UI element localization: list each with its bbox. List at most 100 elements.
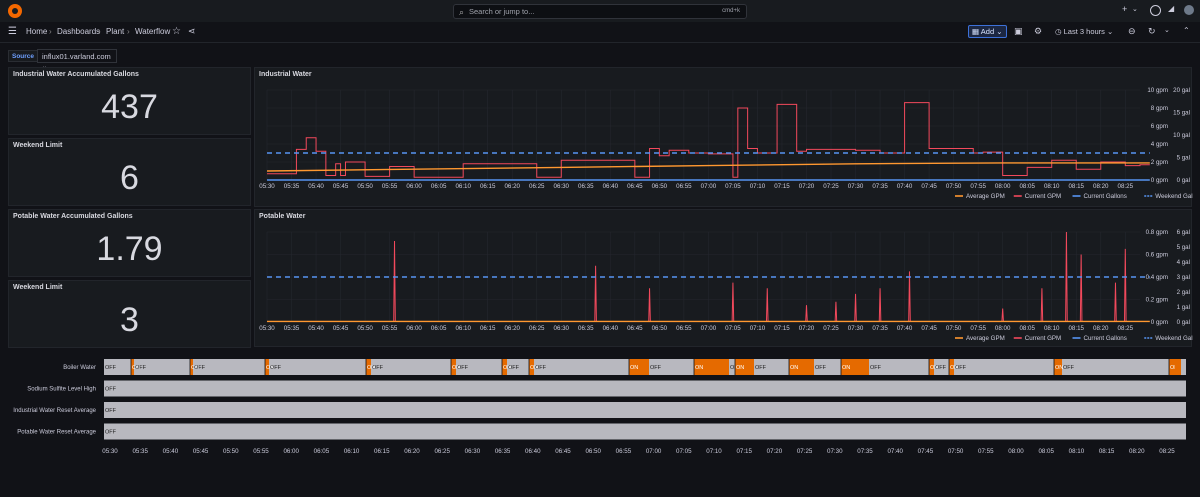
x-tick-label: 05:35 xyxy=(284,325,300,332)
industrial-water-panel[interactable]: Industrial Water 05:30 05:35 05:40 05:45 05:… xyxy=(254,67,1193,207)
x-tick-label: 05:45 xyxy=(333,325,349,332)
breadcrumb-plant[interactable]: Plant xyxy=(106,27,125,36)
save-icon[interactable]: ▣ xyxy=(1014,26,1023,36)
timeline-x-tick-label: 06:30 xyxy=(465,448,481,455)
timeline-x-tick-label: 06:25 xyxy=(434,448,450,455)
timeline-on-segment xyxy=(131,359,134,375)
potable-water-panel[interactable]: Potable Water 05:30 05:35 05:40 05:45 05:50 0… xyxy=(254,209,1193,347)
off-state-label: OFF xyxy=(105,365,117,371)
y-right-tick-label: 5 gal xyxy=(1177,155,1190,162)
x-tick-label: 07:30 xyxy=(848,183,864,190)
refresh-icon[interactable]: ↻ xyxy=(1148,26,1156,36)
legend-label: Average GPM xyxy=(966,335,1005,342)
zoom-out-icon[interactable]: ⊖ xyxy=(1128,26,1136,36)
time-picker[interactable]: ◷ Last 3 hours ⌄ xyxy=(1055,27,1113,36)
y-left-tick-label: 0.2 gpm xyxy=(1146,297,1168,304)
timeline-x-tick-label: 08:10 xyxy=(1069,448,1085,455)
search-shortcut: cmd+k xyxy=(722,8,740,14)
rss-icon[interactable]: ◢ xyxy=(1168,4,1175,13)
star-icon[interactable]: ☆ xyxy=(172,26,181,37)
search-input[interactable]: ⌕ Search or jump to... cmd+k xyxy=(453,4,747,19)
breadcrumb-home[interactable]: Home xyxy=(26,27,48,36)
timeline-x-tick-label: 07:05 xyxy=(676,448,692,455)
timeline-on-segment xyxy=(190,359,193,375)
y-left-tick-label: 0 gpm xyxy=(1151,319,1168,326)
timeline-x-tick-label: 07:00 xyxy=(646,448,662,455)
timeline-on-segment xyxy=(841,359,869,375)
x-tick-label: 07:05 xyxy=(725,325,741,332)
timeline-on-segment xyxy=(502,359,507,375)
y-left-tick-label: 6 gpm xyxy=(1151,123,1168,130)
y-right-tick-label: 0 gal xyxy=(1177,319,1190,326)
legend-label: Weekend Gallons Limit xyxy=(1155,335,1193,342)
spike-mark xyxy=(765,288,769,323)
grafana-logo-icon[interactable] xyxy=(8,4,22,18)
x-tick-label: 07:45 xyxy=(921,325,937,332)
breadcrumb-dashboards[interactable]: Dashboards xyxy=(57,27,101,36)
timeline-bar-off xyxy=(104,402,1186,418)
y-right-tick-label: 1 gal xyxy=(1177,304,1190,311)
on-state-label: ON xyxy=(530,365,538,371)
stat-panel-industrial-weekend-limit[interactable]: Weekend Limit 6 xyxy=(8,138,251,206)
timeline-x-tick-label: 06:55 xyxy=(616,448,632,455)
x-tick-label: 05:30 xyxy=(259,325,275,332)
y-right-tick-label: 3 gal xyxy=(1177,274,1190,281)
x-tick-label: 06:10 xyxy=(455,183,471,190)
x-tick-label: 05:50 xyxy=(357,183,373,190)
state-timeline-panel: Boiler Water OFF ON OFF ON OFF ON OFF ON OFF ON OFF… xyxy=(0,352,1200,495)
off-state-label: OFF xyxy=(870,365,882,371)
timeline-on-segment xyxy=(929,359,934,375)
timeline-on-segment xyxy=(789,359,814,375)
on-state-label: ON xyxy=(842,365,850,371)
x-tick-label: 08:20 xyxy=(1093,183,1109,190)
chevron-down-icon[interactable]: ⌄ xyxy=(1132,6,1138,13)
x-tick-label: 07:10 xyxy=(750,183,766,190)
timeline-x-tick-label: 06:50 xyxy=(585,448,601,455)
stat-value: 1.79 xyxy=(96,230,163,268)
stat-panel-potable-accumulated[interactable]: Potable Water Accumulated Gallons 1.79 xyxy=(8,209,251,277)
timeline-x-tick-label: 05:35 xyxy=(132,448,148,455)
timeline-x-tick-label: 06:00 xyxy=(283,448,299,455)
menu-icon[interactable]: ☰ xyxy=(8,26,17,37)
timeline-on-segment xyxy=(366,359,371,375)
timeline-on-segment xyxy=(451,359,456,375)
off-state-label: OFF xyxy=(650,365,662,371)
panel-title: Industrial Water xyxy=(259,71,312,78)
time-range-label: Last 3 hours xyxy=(1063,27,1105,36)
x-tick-label: 06:40 xyxy=(603,325,619,332)
timeline-x-tick-label: 05:55 xyxy=(253,448,269,455)
on-state-label: ON xyxy=(790,365,798,371)
x-tick-label: 07:40 xyxy=(897,325,913,332)
avatar[interactable] xyxy=(1184,5,1194,15)
search-placeholder: Search or jump to... xyxy=(469,7,535,16)
x-tick-label: 06:45 xyxy=(627,183,643,190)
plus-icon[interactable]: + xyxy=(1122,4,1128,14)
share-icon[interactable]: ⋖ xyxy=(188,26,196,36)
clock-icon: ◷ xyxy=(1055,27,1062,36)
timeline-x-tick-label: 06:20 xyxy=(404,448,420,455)
chevron-down-icon[interactable]: ⌄ xyxy=(1164,27,1170,34)
x-tick-label: 08:25 xyxy=(1118,325,1134,332)
y-right-tick-label: 6 gal xyxy=(1177,229,1190,236)
x-tick-label: 08:05 xyxy=(1019,325,1035,332)
add-button[interactable]: ▦ Add ⌄ xyxy=(968,25,1007,38)
x-tick-label: 05:55 xyxy=(382,183,398,190)
y-right-tick-label: 0 gal xyxy=(1177,177,1190,184)
timeline-x-tick-label: 05:50 xyxy=(223,448,239,455)
x-tick-label: 07:40 xyxy=(897,183,913,190)
stat-panel-industrial-accumulated[interactable]: Industrial Water Accumulated Gallons 437 xyxy=(8,67,251,135)
stat-panel-potable-weekend-limit[interactable]: Weekend Limit 3 xyxy=(8,280,251,348)
collapse-icon[interactable]: ⌃ xyxy=(1183,26,1190,35)
help-icon[interactable] xyxy=(1150,5,1161,16)
gear-icon[interactable]: ⚙ xyxy=(1034,26,1043,36)
chevron-down-icon: ⌄ xyxy=(996,27,1003,36)
x-tick-label: 06:30 xyxy=(554,325,570,332)
off-state-label: OFF xyxy=(135,365,147,371)
spike-mark xyxy=(878,288,882,323)
source-select[interactable]: influx01.varland.com ⌄ xyxy=(37,49,117,70)
on-state-label: ON xyxy=(695,365,703,371)
y-right-tick-label: 2 gal xyxy=(1177,289,1190,296)
timeline-x-tick-label: 07:45 xyxy=(918,448,934,455)
x-tick-label: 06:50 xyxy=(652,183,668,190)
y-right-tick-label: 4 gal xyxy=(1177,259,1190,266)
